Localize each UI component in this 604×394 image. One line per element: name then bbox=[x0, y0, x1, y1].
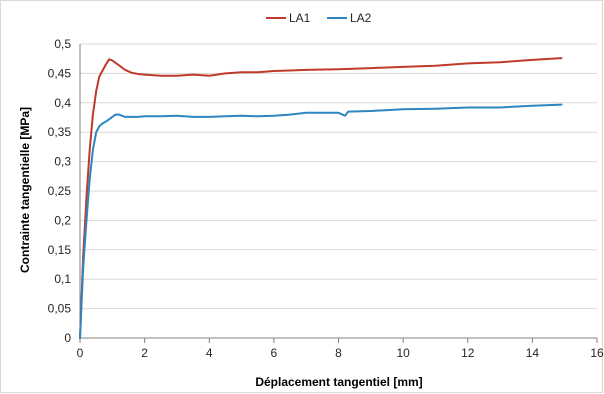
x-tick-label: 0 bbox=[77, 346, 84, 360]
x-tick-label: 2 bbox=[141, 346, 148, 360]
legend: LA1 LA2 bbox=[266, 11, 372, 25]
y-tick-label: 0,4 bbox=[54, 96, 71, 110]
y-tick-label: 0,1 bbox=[54, 272, 71, 286]
x-axis-title: Déplacement tangentiel [mm] bbox=[255, 375, 422, 389]
x-tick-label: 10 bbox=[396, 346, 410, 360]
x-tick-label: 8 bbox=[335, 346, 342, 360]
y-tick-label: 0,25 bbox=[48, 184, 72, 198]
x-tick-label: 14 bbox=[526, 346, 540, 360]
y-tick-label: 0,2 bbox=[54, 213, 71, 227]
y-axis-title: Contrainte tangentielle [MPa] bbox=[18, 107, 32, 273]
y-tick-label: 0 bbox=[64, 331, 71, 345]
x-tick-label: 16 bbox=[590, 346, 604, 360]
y-tick-label: 0,3 bbox=[54, 155, 71, 169]
x-tick-label: 12 bbox=[461, 346, 475, 360]
y-tick-label: 0,05 bbox=[48, 302, 72, 316]
y-tick-label: 0,35 bbox=[48, 125, 72, 139]
y-tick-label: 0,5 bbox=[54, 37, 71, 51]
series-line-la1 bbox=[79, 57, 563, 339]
y-tick-label: 0,45 bbox=[48, 66, 72, 80]
series-lines bbox=[79, 57, 563, 339]
y-tick-label: 0,15 bbox=[48, 243, 72, 257]
x-tick-label: 4 bbox=[206, 346, 213, 360]
legend-label-la1: LA1 bbox=[289, 11, 311, 25]
x-tick-labels: 0 2 4 6 8 10 12 14 16 bbox=[77, 346, 604, 360]
legend-label-la2: LA2 bbox=[350, 11, 372, 25]
gridlines bbox=[80, 43, 597, 310]
axes bbox=[79, 44, 598, 343]
y-tick-labels: 0 0,05 0,1 0,15 0,2 0,25 0,3 0,35 0,4 0,45 0,5 bbox=[48, 37, 72, 345]
x-tick-label: 6 bbox=[271, 346, 278, 360]
series-line-la2 bbox=[79, 103, 563, 339]
